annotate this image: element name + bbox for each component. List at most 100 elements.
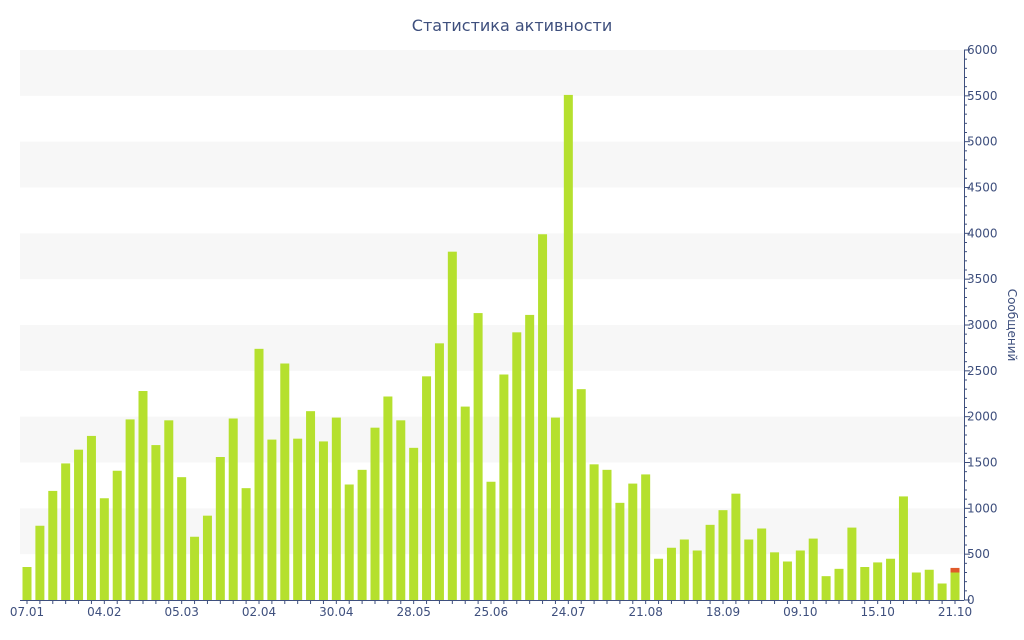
x-tick-label: 28.05 xyxy=(396,605,430,619)
bar xyxy=(177,477,187,600)
bar xyxy=(267,439,277,600)
x-tick-label: 02.04 xyxy=(242,605,276,619)
bar xyxy=(873,562,883,600)
grid-band xyxy=(20,50,964,96)
bar xyxy=(550,417,560,600)
bar xyxy=(782,561,792,600)
x-tick-label: 07.01 xyxy=(10,605,44,619)
bars xyxy=(22,94,960,601)
bar xyxy=(525,314,535,600)
bar xyxy=(898,496,908,600)
bar xyxy=(164,420,174,600)
bar xyxy=(396,420,406,600)
bar xyxy=(911,572,921,600)
bar xyxy=(370,427,380,600)
grid-band xyxy=(20,233,964,280)
bar xyxy=(241,488,251,600)
bar xyxy=(924,569,934,600)
bar xyxy=(409,447,419,600)
x-tick-label: 25.06 xyxy=(474,605,508,619)
bar xyxy=(190,536,200,600)
bar xyxy=(331,417,341,600)
y-tick-label: 5500 xyxy=(967,89,998,103)
bar xyxy=(22,567,32,600)
y-tick-label: 4500 xyxy=(967,181,998,195)
bar xyxy=(306,411,316,600)
y-tick-label: 3000 xyxy=(967,318,998,332)
bar xyxy=(460,406,470,600)
bar xyxy=(74,449,84,600)
x-axis: 07.01 04.02 05.03 02.04 30.04 28.05 25.06 24.07… xyxy=(10,600,972,619)
bar xyxy=(808,538,818,600)
x-tick-label: 15.10 xyxy=(860,605,894,619)
bar xyxy=(795,550,805,600)
bar xyxy=(757,528,767,600)
y-tick-label: 500 xyxy=(967,547,990,561)
bar xyxy=(628,483,638,600)
grid-band xyxy=(20,325,964,371)
x-tick-label: 21.08 xyxy=(628,605,662,619)
bar xyxy=(434,343,444,600)
bar xyxy=(151,445,161,600)
x-tick-label: 05.03 xyxy=(164,605,198,619)
bar xyxy=(344,484,354,600)
y-tick-label: 2500 xyxy=(967,364,998,378)
bar xyxy=(383,396,393,600)
x-tick-label: 21.10 xyxy=(938,605,972,619)
bar xyxy=(293,438,303,600)
bar xyxy=(499,374,509,600)
bar xyxy=(86,435,96,600)
bar xyxy=(48,490,58,600)
grid-bands xyxy=(20,50,964,555)
bar xyxy=(834,568,844,600)
bar xyxy=(254,348,264,600)
bar xyxy=(486,481,496,600)
bar xyxy=(718,510,728,600)
bar xyxy=(615,502,625,600)
grid-band xyxy=(20,416,964,463)
bar xyxy=(641,474,651,600)
bar xyxy=(950,572,960,600)
y-tick-label: 1500 xyxy=(967,456,998,470)
bar xyxy=(538,234,548,600)
bar xyxy=(692,550,702,600)
bar xyxy=(202,515,212,600)
bar xyxy=(280,363,290,600)
y-tick-label: 4000 xyxy=(967,226,998,240)
bar xyxy=(563,94,573,601)
bar xyxy=(138,391,148,600)
bar xyxy=(589,464,599,600)
bar xyxy=(847,527,857,600)
bar-cap xyxy=(950,567,960,573)
bar xyxy=(35,525,45,600)
y-tick-label: 3500 xyxy=(967,272,998,286)
y-axis-title: Сообщений xyxy=(1005,289,1019,362)
bar xyxy=(228,418,238,600)
x-tick-label: 18.09 xyxy=(706,605,740,619)
x-tick-label: 24.07 xyxy=(551,605,585,619)
x-tick-label: 09.10 xyxy=(783,605,817,619)
bar xyxy=(770,552,780,600)
x-tick-label: 04.02 xyxy=(87,605,121,619)
x-tick-label: 30.04 xyxy=(319,605,353,619)
bar xyxy=(860,567,870,600)
bar xyxy=(602,469,612,600)
bar xyxy=(61,463,71,600)
bar xyxy=(576,389,586,600)
bar xyxy=(666,547,676,600)
bar xyxy=(99,498,109,600)
bar xyxy=(744,539,754,600)
bar xyxy=(937,583,947,600)
bar xyxy=(112,470,122,600)
y-tick-label: 6000 xyxy=(967,43,998,57)
y-axis: 0 500 1000 1500 2000 2500 3000 3500 4000 4500 5000… xyxy=(964,43,998,607)
y-tick-label: 5000 xyxy=(967,135,998,149)
bar xyxy=(473,313,483,600)
bar xyxy=(447,251,457,600)
y-tick-label: 1000 xyxy=(967,501,998,515)
bar xyxy=(318,441,328,600)
bar xyxy=(654,558,664,600)
grid-band xyxy=(20,141,964,188)
